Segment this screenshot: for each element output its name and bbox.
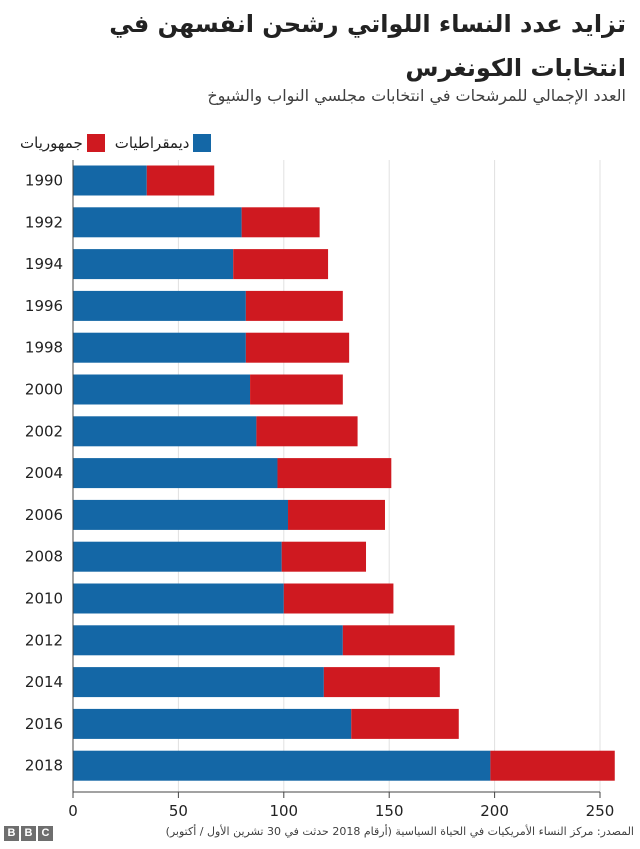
- bar-republicans: [288, 499, 385, 530]
- source-note: المصدر: مركز النساء الأمريكيات في الحياة…: [165, 825, 634, 838]
- y-tick-label: 2000: [25, 381, 63, 399]
- bar-democrats: [73, 458, 278, 489]
- bar-democrats: [73, 625, 343, 656]
- bar-chart: 0 50 100 150 200 250 1990 1992 1994 1996 1998 2000 2…: [25, 160, 615, 820]
- bar-republicans: [490, 750, 615, 781]
- bar-republicans: [241, 207, 320, 238]
- bar-republicans: [233, 249, 329, 280]
- legend-item-republicans: جمهوريات: [20, 134, 105, 152]
- bar-democrats: [73, 499, 289, 530]
- bar-democrats: [73, 374, 251, 405]
- bar-republicans: [277, 458, 392, 489]
- bar-democrats: [73, 667, 324, 698]
- legend-label-democrats: ديمقراطيات: [114, 134, 190, 152]
- y-tick-label: 1996: [25, 297, 63, 315]
- y-tick-label: 2016: [25, 715, 63, 733]
- bar-republicans: [342, 625, 455, 656]
- bar-democrats: [73, 583, 284, 614]
- y-tick-label: 1994: [25, 255, 63, 273]
- legend-label-republicans: جمهوريات: [20, 134, 83, 152]
- legend-swatch-republicans: [86, 134, 105, 152]
- y-tick-label: 1992: [25, 213, 63, 231]
- bar-democrats: [73, 416, 257, 447]
- legend-item-democrats: ديمقراطيات: [115, 134, 212, 152]
- x-tick-label: 150: [375, 802, 404, 820]
- bar-democrats: [73, 249, 234, 280]
- bar-democrats: [73, 165, 147, 196]
- y-tick-label: 2010: [25, 590, 63, 608]
- bar-democrats: [73, 290, 246, 321]
- bar-republicans: [250, 374, 343, 405]
- bar-republicans: [283, 583, 394, 614]
- chart-subtitle: العدد الإجمالي للمرشحات في انتخابات مجلس…: [207, 86, 626, 105]
- bar-republicans: [245, 332, 350, 363]
- bar-democrats: [73, 332, 246, 363]
- y-tick-label: 2018: [25, 757, 63, 775]
- bbc-logo-letter: B: [4, 826, 19, 841]
- bar-democrats: [73, 750, 491, 781]
- x-tick-label: 250: [586, 802, 615, 820]
- bar-democrats: [73, 708, 352, 739]
- bar-democrats: [73, 207, 242, 238]
- y-tick-label: 2006: [25, 506, 63, 524]
- chart-title: تزايد عدد النساء اللواتي رشحن انفسهن في …: [109, 10, 626, 82]
- bar-republicans: [245, 290, 343, 321]
- bbc-logo-letter: B: [21, 826, 36, 841]
- footer: B B C المصدر: مركز النساء الأمريكيات في …: [0, 822, 640, 849]
- legend: ديمقراطيات جمهوريات: [10, 131, 212, 155]
- bar-republicans: [351, 708, 459, 739]
- y-tick-label: 2014: [25, 673, 63, 691]
- y-tick-label: 1998: [25, 339, 63, 357]
- bar-republicans: [281, 541, 367, 572]
- bar-republicans: [323, 667, 440, 698]
- y-tick-label: 2002: [25, 422, 63, 440]
- y-tick-label: 2004: [25, 464, 63, 482]
- bbc-logo-letter: C: [38, 826, 53, 841]
- y-tick-label: 1990: [25, 172, 63, 190]
- x-tick-label: 100: [269, 802, 298, 820]
- x-tick-label: 0: [68, 802, 78, 820]
- bbc-logo: B B C: [4, 826, 55, 841]
- legend-swatch-democrats: [193, 134, 212, 152]
- bar-republicans: [256, 416, 358, 447]
- x-tick-label: 50: [169, 802, 188, 820]
- y-tick-label: 2012: [25, 631, 63, 649]
- y-tick-label: 2008: [25, 548, 63, 566]
- bar-democrats: [73, 541, 282, 572]
- bar-republicans: [146, 165, 215, 196]
- x-tick-label: 200: [480, 802, 509, 820]
